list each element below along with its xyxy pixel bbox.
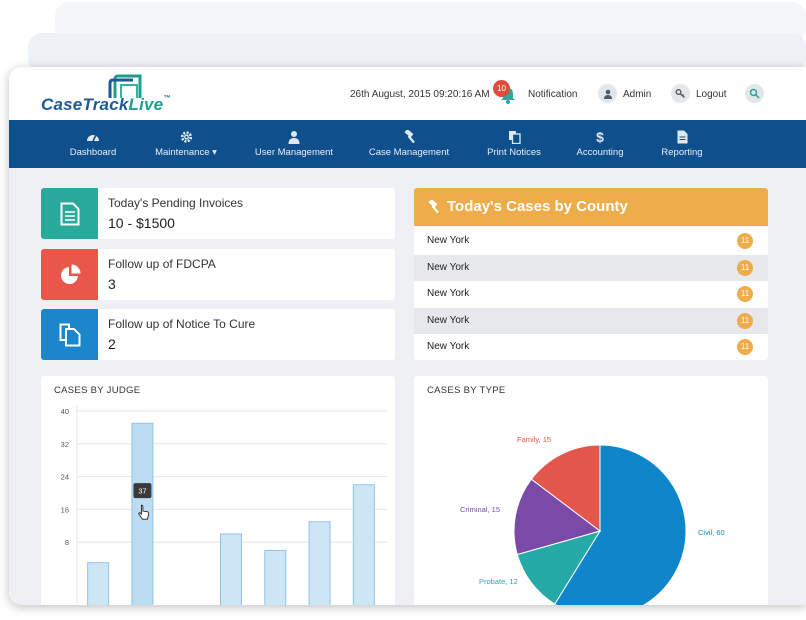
y-tick-label: 24 [61, 473, 69, 482]
county-name: New York [427, 235, 470, 246]
pie-slice [530, 444, 601, 533]
stat-title: Today's Pending Invoices [108, 196, 244, 210]
nav-reporting[interactable]: Reporting [655, 120, 709, 168]
pie-slice-label: Family, 15 [517, 435, 551, 444]
county-name: New York [427, 262, 470, 273]
nav-label: Case Management [368, 147, 450, 158]
county-count-badge: 11 [737, 286, 753, 302]
pie-icon [60, 264, 80, 284]
logo-text-accent: Live [128, 95, 164, 114]
pie-slice-label: Probate, 12 [479, 577, 518, 586]
nav-dashboard[interactable]: Dashboard [61, 120, 125, 168]
top-bar: CaseTrackLive™ 26th August, 2015 09:20:1… [9, 67, 806, 120]
notification-badge: 10 [493, 80, 510, 97]
nav-label: Maintenance ▾ [155, 147, 217, 158]
chart-title: CASES BY TYPE [427, 385, 506, 396]
notification-link[interactable]: Notification [528, 89, 578, 100]
nav-maintenance[interactable]: Maintenance ▾ [146, 120, 226, 168]
nav-case-management[interactable]: Case Management [363, 120, 455, 168]
bar-tooltip-label: 37 [138, 487, 146, 496]
bar [308, 521, 331, 605]
bar-tooltip [133, 483, 152, 499]
documents-icon [508, 131, 521, 144]
county-row[interactable]: New York 11 [414, 228, 768, 254]
gavel-icon [428, 200, 439, 214]
county-row[interactable]: New York 11 [414, 281, 768, 307]
nav-label: Accounting [576, 147, 624, 158]
invoice-icon [60, 202, 79, 225]
background-card [28, 33, 806, 73]
dashboard-icon [87, 134, 99, 142]
stat-title: Follow up of FDCPA [108, 257, 216, 271]
key-icon[interactable] [671, 84, 690, 103]
pie-slice [516, 530, 602, 605]
bar [220, 533, 242, 605]
stat-card-fdcpa[interactable]: Follow up of FDCPA 3 [41, 249, 395, 300]
stat-card-notice-to-cure[interactable]: Follow up of Notice To Cure 2 [41, 309, 395, 360]
app-window: CaseTrackLive™ 26th August, 2015 09:20:1… [9, 67, 806, 605]
datetime: 26th August, 2015 09:20:16 AM [350, 89, 490, 100]
logo-mark-icon [108, 74, 142, 98]
county-card-title: Today's Cases by County [447, 198, 628, 215]
bar [87, 562, 110, 605]
nav-label: Print Notices [487, 147, 541, 158]
county-count-badge: 11 [737, 260, 753, 276]
nav-user-management[interactable]: User Management [249, 120, 339, 168]
nav-label: Dashboard [69, 147, 117, 158]
nav-label: User Management [254, 147, 334, 158]
pie-chart: Civil, 60 Probate, 12 Criminal, 15 Family, … [460, 435, 725, 605]
stat-card-pending-invoices[interactable]: Today's Pending Invoices 10 - $1500 [41, 188, 395, 239]
user-icon[interactable] [598, 84, 617, 103]
admin-link[interactable]: Admin [623, 89, 652, 100]
hand-cursor-icon [138, 504, 150, 520]
y-tick-label: 40 [61, 407, 69, 416]
y-tick-label: 8 [65, 538, 69, 547]
stat-value: 2 [108, 336, 116, 352]
documents-icon [59, 323, 80, 346]
stat-value: 10 - $1500 [108, 215, 175, 231]
county-name: New York [427, 315, 470, 326]
nav-accounting[interactable]: $ Accounting [570, 120, 630, 168]
county-card-header: Today's Cases by County [414, 188, 768, 226]
chart-title: CASES BY JUDGE [54, 385, 141, 396]
pie-slice-label: Criminal, 15 [460, 505, 500, 514]
county-name: New York [427, 341, 470, 352]
logo-trademark: ™ [163, 95, 171, 102]
bar [352, 484, 375, 605]
cases-by-judge-card: CASES BY JUDGE 40 32 24 16 8 37 [41, 376, 395, 605]
stat-title: Follow up of Notice To Cure [108, 317, 256, 331]
nav-print-notices[interactable]: Print Notices [481, 120, 547, 168]
stat-value: 3 [108, 276, 116, 292]
y-tick-label: 16 [61, 505, 69, 514]
document-icon [677, 130, 687, 144]
user-icon [288, 131, 300, 144]
gear-icon [180, 131, 192, 143]
cases-by-type-card: CASES BY TYPE Civil, 60 Probate, 12 Crimin… [414, 376, 768, 605]
logo-text-main: CaseTrack [41, 95, 129, 114]
county-row[interactable]: New York 11 [414, 255, 768, 281]
county-row[interactable]: New York 11 [414, 308, 768, 334]
pie-slice [513, 478, 602, 556]
main-nav: Dashboard Maintenance ▾ User Management … [9, 120, 806, 168]
county-row[interactable]: New York 11 [414, 334, 768, 360]
nav-label: Reporting [661, 147, 703, 158]
pie-slice [554, 444, 687, 605]
pie-slice-label: Civil, 60 [698, 528, 725, 537]
county-count-badge: 11 [737, 339, 753, 355]
county-count-badge: 11 [737, 313, 753, 329]
dollar-icon: $ [596, 129, 604, 145]
y-tick-label: 32 [61, 440, 69, 449]
logo[interactable]: CaseTrackLive™ [41, 74, 191, 116]
logout-link[interactable]: Logout [696, 89, 727, 100]
county-count-badge: 11 [737, 233, 753, 249]
gavel-icon [404, 130, 415, 144]
bar [264, 549, 287, 605]
county-name: New York [427, 288, 470, 299]
search-icon[interactable] [745, 84, 764, 103]
bar-chart: 40 32 24 16 8 37 [61, 406, 387, 605]
cases-by-county-card: Today's Cases by County New York 11 New … [414, 188, 768, 360]
